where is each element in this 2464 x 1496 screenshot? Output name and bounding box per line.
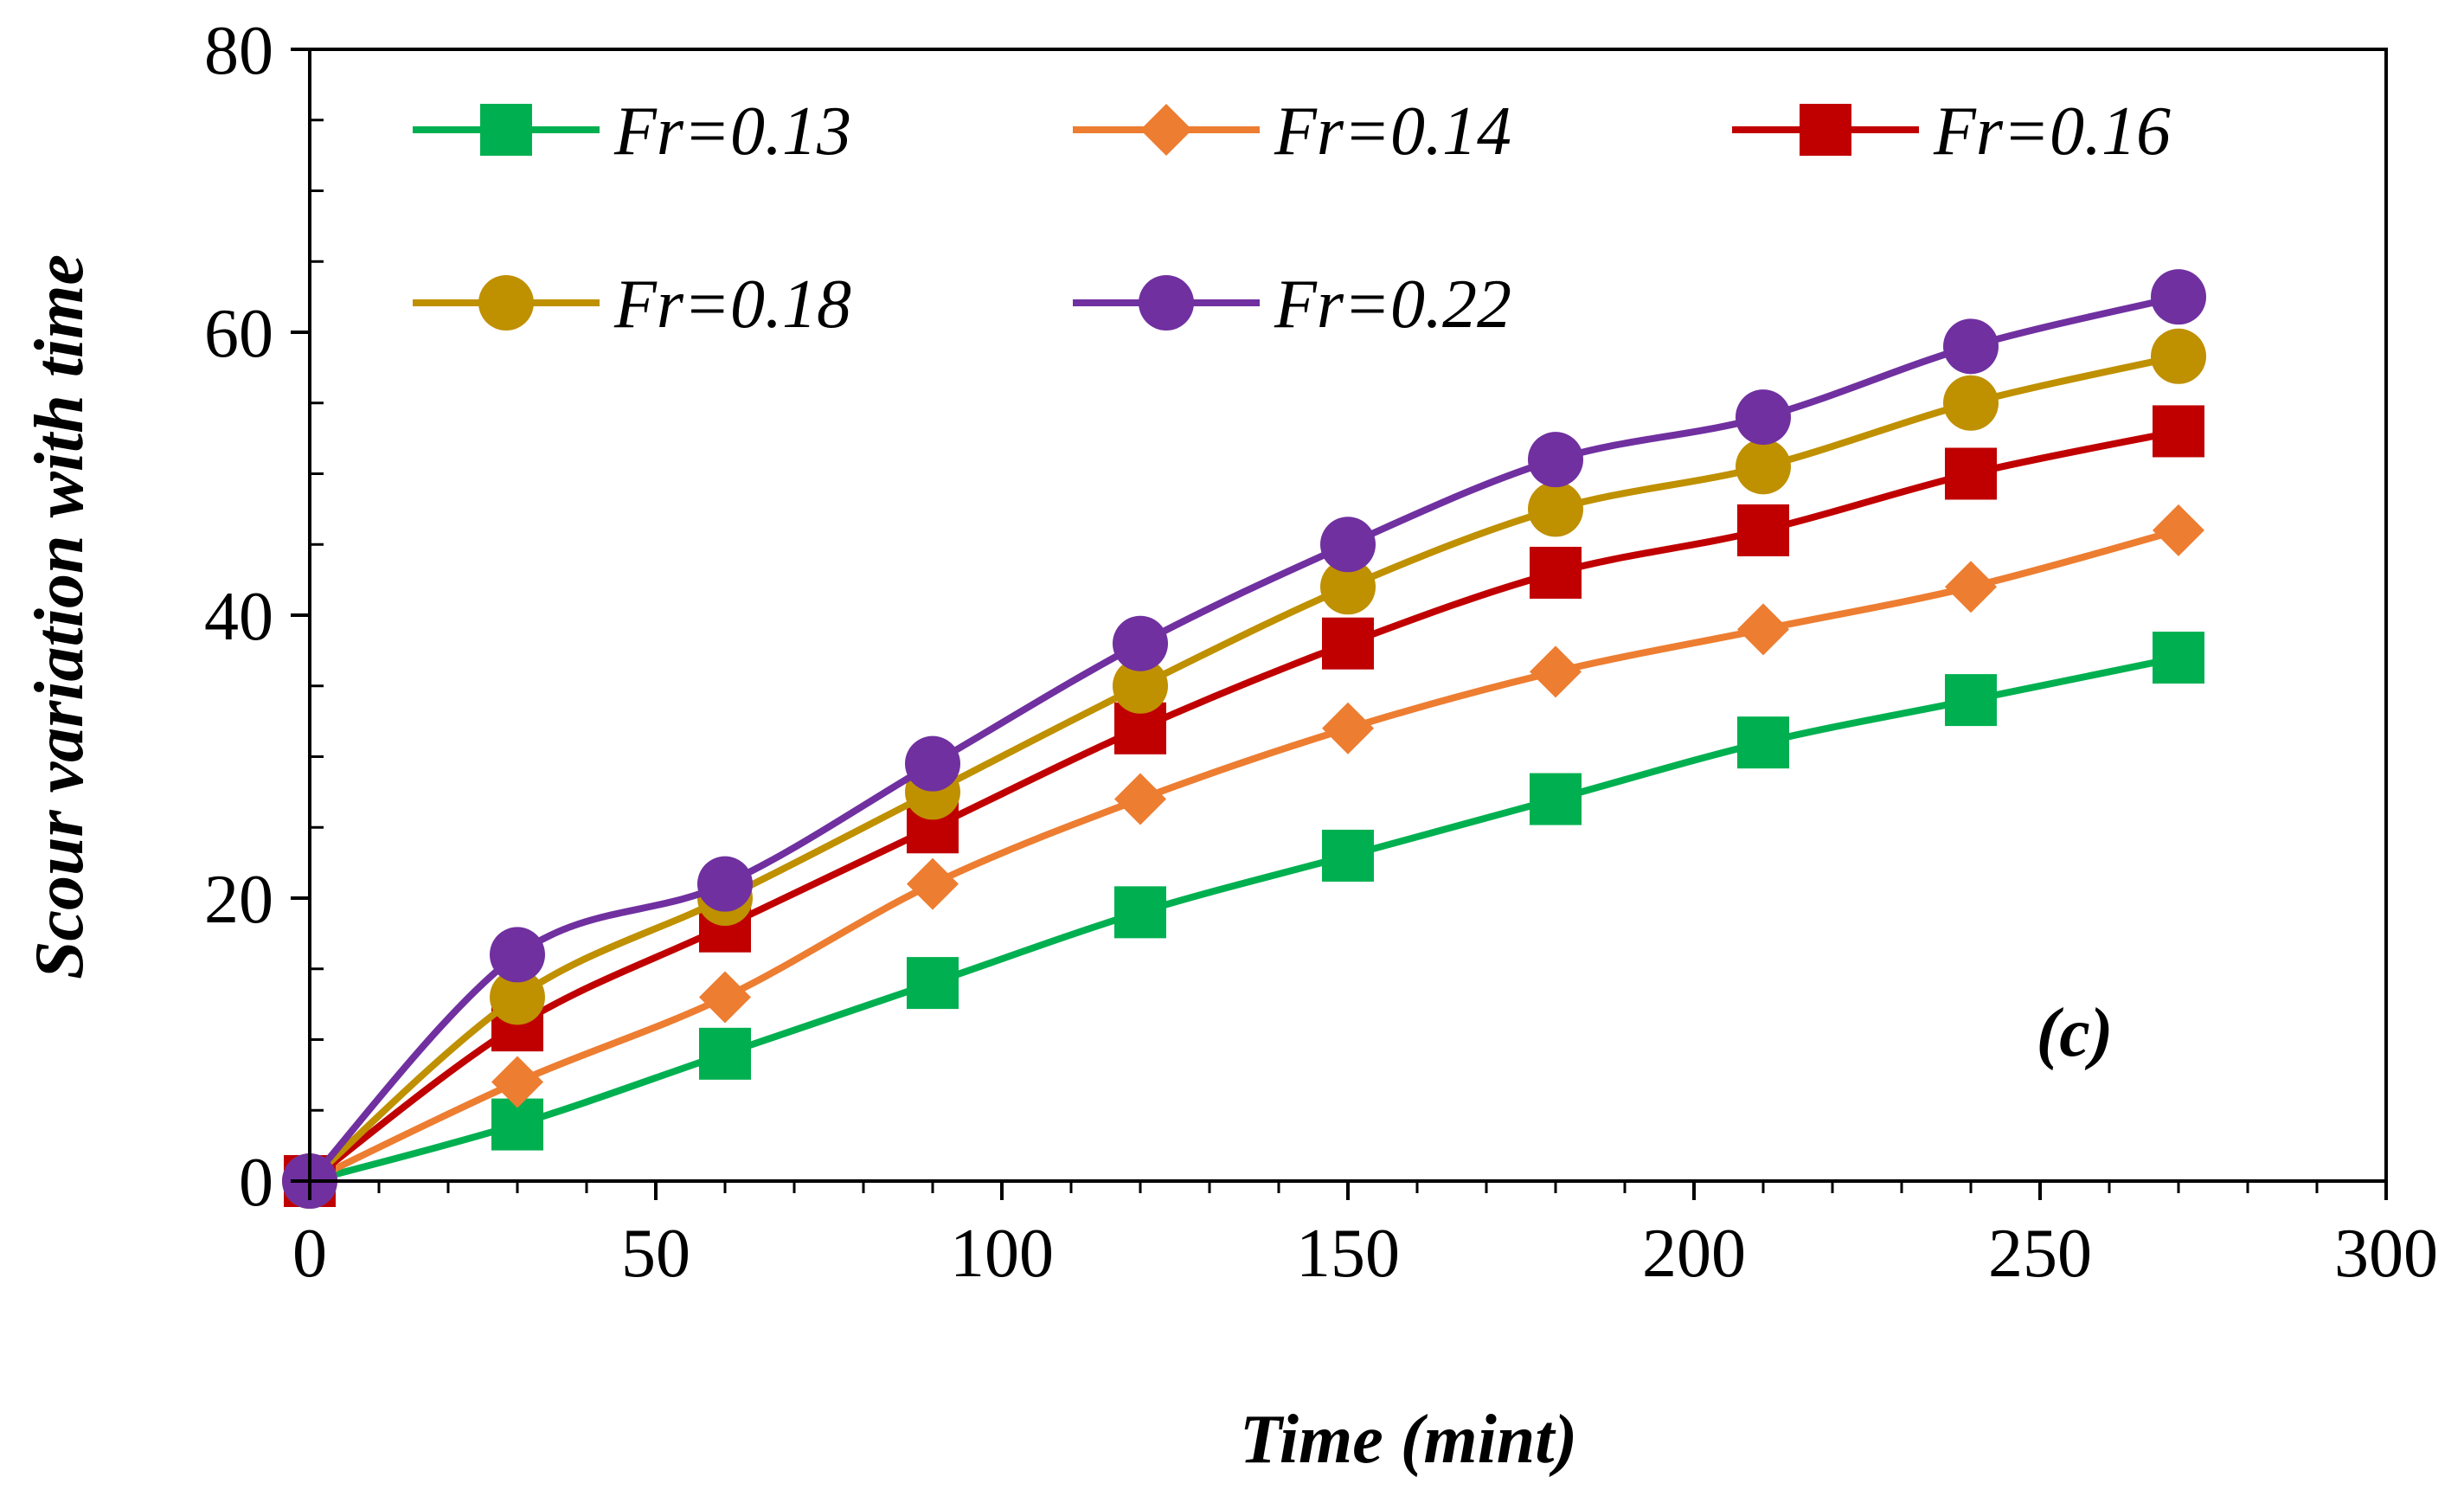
x-axis-title: Time (mint) bbox=[1240, 1402, 1577, 1478]
data-point bbox=[1737, 716, 1789, 769]
data-point bbox=[490, 969, 545, 1025]
legend-item: Fr=0.16 bbox=[1732, 93, 2171, 170]
data-point bbox=[1530, 645, 1582, 698]
y-tick-label: 60 bbox=[204, 296, 273, 372]
legend-item: Fr=0.13 bbox=[413, 93, 851, 170]
data-point bbox=[1945, 561, 1997, 613]
x-tick-label: 300 bbox=[2334, 1216, 2438, 1292]
legend-item: Fr=0.14 bbox=[1073, 93, 1511, 170]
legend-label: Fr=0.14 bbox=[1274, 93, 1511, 170]
legend-marker bbox=[1140, 104, 1192, 156]
data-point bbox=[1528, 481, 1583, 537]
data-point bbox=[1945, 447, 1997, 500]
y-axis-title: Scour variation with time bbox=[22, 254, 98, 979]
series-fr-0-22 bbox=[282, 269, 2206, 1209]
legend-label: Fr=0.16 bbox=[1933, 93, 2171, 170]
data-point bbox=[1737, 504, 1789, 556]
data-point bbox=[1943, 375, 1999, 431]
legend: Fr=0.13 Fr=0.14 Fr=0.16 Fr=0.18 Fr=0.22 bbox=[413, 93, 2171, 343]
data-point bbox=[2151, 328, 2206, 384]
x-tick-label: 100 bbox=[950, 1216, 1054, 1292]
y-tick-label: 20 bbox=[204, 862, 273, 938]
series-fr-0-16 bbox=[284, 405, 2204, 1207]
data-point bbox=[1736, 439, 1791, 495]
data-point bbox=[1113, 615, 1168, 671]
x-tick-label: 50 bbox=[621, 1216, 690, 1292]
data-point bbox=[1113, 658, 1168, 714]
data-point bbox=[1530, 546, 1582, 599]
data-point bbox=[491, 1056, 543, 1108]
data-point bbox=[1320, 517, 1376, 573]
legend-item: Fr=0.18 bbox=[413, 266, 851, 343]
data-point bbox=[1943, 318, 1999, 375]
series-line bbox=[307, 427, 2179, 1185]
series-line bbox=[308, 527, 2180, 1185]
data-point bbox=[2153, 405, 2204, 458]
series-fr-0-13 bbox=[284, 632, 2204, 1207]
data-point bbox=[905, 735, 960, 792]
y-tick-label: 0 bbox=[239, 1145, 273, 1221]
legend-label: Fr=0.13 bbox=[613, 93, 851, 170]
legend-label: Fr=0.18 bbox=[613, 266, 851, 343]
data-point bbox=[2153, 504, 2204, 556]
data-point bbox=[1322, 702, 1374, 754]
data-point bbox=[1320, 559, 1376, 615]
legend-label: Fr=0.22 bbox=[1274, 266, 1511, 343]
data-point bbox=[907, 857, 959, 910]
data-point bbox=[1114, 886, 1166, 939]
data-point bbox=[1737, 603, 1789, 656]
y-tick-label: 40 bbox=[204, 579, 273, 655]
data-point bbox=[697, 856, 753, 912]
x-tick-label: 150 bbox=[1296, 1216, 1400, 1292]
data-point bbox=[1322, 829, 1374, 882]
series-line bbox=[307, 293, 2179, 1184]
series-fr-0-18 bbox=[282, 328, 2206, 1209]
data-point bbox=[1736, 389, 1791, 446]
data-point bbox=[1530, 773, 1582, 825]
legend-marker bbox=[480, 104, 532, 156]
series-line bbox=[308, 654, 2179, 1185]
data-point bbox=[2151, 269, 2206, 325]
series-fr-0-14 bbox=[284, 504, 2204, 1207]
x-tick-label: 250 bbox=[1988, 1216, 2092, 1292]
series-line bbox=[307, 352, 2179, 1184]
data-point bbox=[1322, 617, 1374, 670]
x-tick-label: 0 bbox=[292, 1216, 327, 1292]
data-point bbox=[490, 927, 545, 983]
data-point bbox=[699, 971, 751, 1024]
legend-marker bbox=[1800, 104, 1851, 156]
tick-layer: 0 50 100 150 200 250 300 0 20 40 60 80 bbox=[204, 13, 2438, 1292]
data-point bbox=[2153, 632, 2204, 684]
data-point bbox=[1945, 674, 1997, 727]
data-point bbox=[907, 957, 959, 1010]
series-layer bbox=[282, 269, 2206, 1209]
data-point bbox=[1528, 432, 1583, 488]
x-tick-label: 200 bbox=[1642, 1216, 1746, 1292]
data-point bbox=[1114, 773, 1166, 825]
y-tick-label: 80 bbox=[204, 13, 273, 89]
legend-marker bbox=[1139, 275, 1194, 331]
legend-item: Fr=0.22 bbox=[1073, 266, 1511, 343]
legend-marker bbox=[478, 275, 534, 331]
panel-annotation: (c) bbox=[2037, 995, 2114, 1071]
data-point bbox=[699, 1027, 751, 1080]
